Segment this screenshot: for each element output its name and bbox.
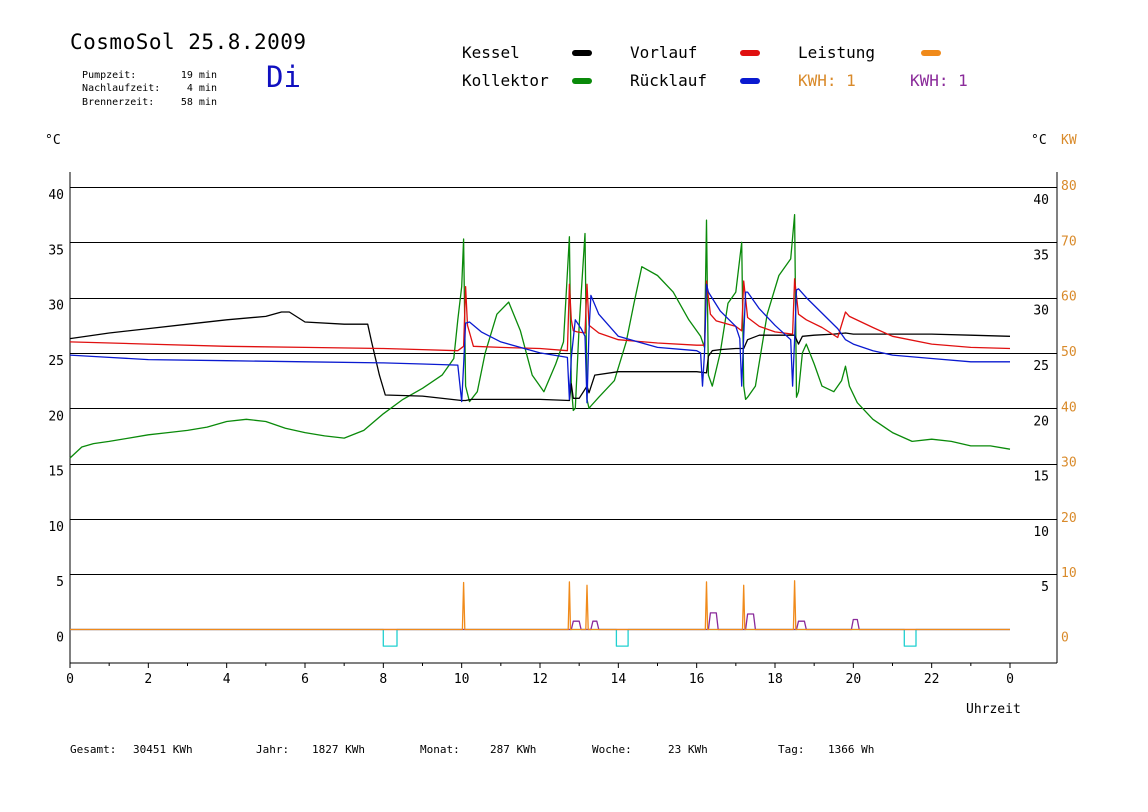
y-tick-label: 10 [48,520,64,535]
y2-tick-label: 80 [1061,179,1077,194]
weekday-label: Di [266,60,301,94]
x-tick-label: 12 [532,672,548,687]
y-tick-label: 30 [48,299,64,314]
x-tick-label: 22 [924,672,940,687]
series-line-brenner [70,628,1010,647]
legend-label-vorlauf: Vorlauf [630,43,698,62]
y-tick-label-right: 10 [1033,525,1049,540]
y-tick-label: 15 [48,465,64,480]
x-tick-label: 2 [144,672,152,687]
left-axis-unit: °C [45,133,61,148]
chart-title: CosmoSol 25.8.2009 [70,30,307,54]
footer-jahr-value: 1827 KWh [312,743,365,756]
y-tick-label: 5 [56,575,64,590]
x-tick-label: 14 [611,672,627,687]
y-tick-label-right: 40 [1033,193,1049,208]
x-tick-label: 0 [1006,672,1014,687]
series-line-kollektor [69,214,1011,459]
y2-tick-label: 70 [1061,234,1077,249]
right-axis-unit-celsius: °C [1031,133,1047,148]
y-tick-label: 25 [48,354,64,369]
stat-brennerzeit: Brennerzeit: 58 min [70,86,217,108]
legend-swatch-kollektor [572,78,592,84]
stat-value: 58 min [180,97,217,108]
legend-label-kessel: Kessel [462,43,520,62]
series-line-vorlauf [69,278,1011,352]
x-tick-label: 16 [689,672,705,687]
x-tick-label: 8 [379,672,387,687]
footer-gesamt-label: Gesamt: [70,743,117,756]
y-tick-label: 0 [56,631,64,646]
legend-swatch-vorlauf [740,50,760,56]
x-tick-label: 0 [66,672,74,687]
y2-tick-label: 30 [1061,456,1077,471]
legend-swatch-ruecklauf [740,78,760,84]
legend-label-kollektor: Kollektor [462,71,549,90]
stat-value: 19 min [180,70,217,81]
y2-tick-label: 40 [1061,400,1077,415]
y-tick-label: 20 [48,409,64,424]
y2-tick-label: 60 [1061,290,1077,305]
footer-woche-label: Woche: [592,743,632,756]
series-line-leistung [70,580,1010,631]
x-tick-label: 4 [223,672,231,687]
stat-nachlaufzeit: Nachlaufzeit: 4 min [70,72,217,94]
series-line-pumpe [70,612,1010,631]
y2-tick-label: 20 [1061,511,1077,526]
right-axis-unit-kw: KW [1061,133,1077,148]
kwh-counter-2: KWH: 1 [910,71,968,90]
x-tick-label: 20 [846,672,862,687]
stat-pumpzeit: Pumpzeit: 19 min [70,59,217,81]
x-tick-label: 10 [454,672,470,687]
series-line-ruecklauf [69,283,1010,404]
footer-tag-label: Tag: [778,743,805,756]
footer-gesamt-value: 30451 KWh [133,743,193,756]
y-tick-label: 35 [48,243,64,258]
y-tick-label-right: 35 [1033,248,1049,263]
y-tick-label-right: 5 [1041,580,1049,595]
y-tick-label-right: 20 [1033,414,1049,429]
legend-swatch-kessel [572,50,592,56]
footer-woche-value: 23 KWh [668,743,708,756]
x-tick-label: 18 [767,672,783,687]
footer-monat-label: Monat: [420,743,460,756]
legend-label-leistung: Leistung [798,43,876,62]
footer-monat-value: 287 KWh [490,743,537,756]
y2-tick-label: 10 [1061,566,1077,581]
legend-label-ruecklauf: Rücklauf [630,71,708,90]
x-tick-label: 6 [301,672,309,687]
y-tick-label-right: 25 [1033,359,1049,374]
legend-swatch-leistung [921,50,941,56]
kwh-counter-1: KWH: 1 [798,71,856,90]
stat-value: 4 min [186,83,217,94]
y2-tick-label: 0 [1061,631,1069,646]
y2-tick-label: 50 [1061,345,1077,360]
y-tick-label: 40 [48,188,64,203]
footer-jahr-label: Jahr: [256,743,290,756]
stat-label: Pumpzeit: [82,70,137,81]
y-tick-label-right: 15 [1033,470,1049,485]
x-axis-label: Uhrzeit [966,702,1021,717]
y-tick-label-right: 30 [1033,304,1049,319]
footer-tag-value: 1366 Wh [828,743,875,756]
stat-label: Brennerzeit: [82,97,155,108]
stat-label: Nachlaufzeit: [82,83,161,94]
